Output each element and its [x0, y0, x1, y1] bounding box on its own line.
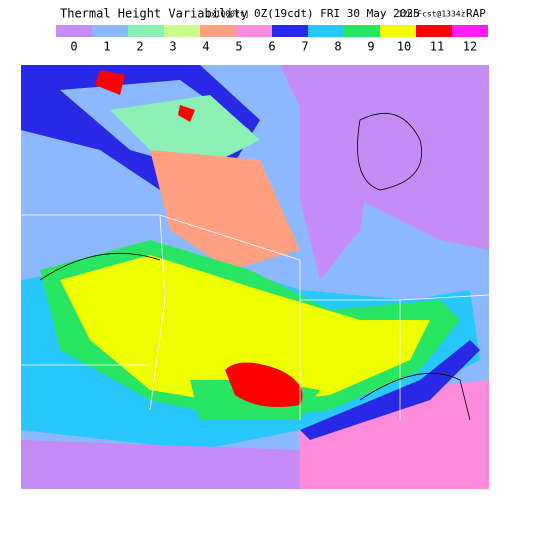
color-box	[452, 25, 488, 37]
field	[300, 340, 480, 440]
scale-label: 1	[103, 40, 110, 54]
scale-label: 7	[301, 40, 308, 54]
field	[21, 440, 300, 489]
max-area	[95, 70, 195, 122]
max-area	[225, 362, 303, 408]
scale-label: 6	[268, 40, 275, 54]
scale-label: 2	[136, 40, 143, 54]
color-box	[200, 25, 236, 37]
scale-label: 4	[202, 40, 209, 54]
field	[150, 150, 300, 270]
lake	[300, 90, 380, 280]
scale-label: 5	[235, 40, 242, 54]
scale-label: 12	[463, 40, 477, 54]
field	[110, 95, 260, 160]
scale-label: 9	[367, 40, 374, 54]
color-box	[272, 25, 308, 37]
color-box	[308, 25, 344, 37]
units: [x1000ft]	[206, 10, 249, 19]
model: RAP	[466, 7, 486, 20]
color-box	[164, 25, 200, 37]
title: Thermal Height Variability	[60, 7, 248, 21]
scale-label: 8	[334, 40, 341, 54]
color-box	[128, 25, 164, 37]
borders	[21, 214, 489, 420]
forecast: 12hrFcst@1334z	[398, 10, 466, 19]
contours	[39, 112, 471, 421]
map	[21, 65, 489, 489]
scale-label: 11	[430, 40, 444, 54]
valid-time: 0Z(19cdt) FRI 30 May 2025	[254, 7, 420, 20]
color-box	[344, 25, 380, 37]
scale-label: 3	[169, 40, 176, 54]
color-box	[380, 25, 416, 37]
color-box	[236, 25, 272, 37]
field	[300, 380, 489, 489]
field	[60, 255, 430, 405]
color-box	[416, 25, 452, 37]
scale-label: 0	[70, 40, 77, 54]
color-scale: 0 1 2 3 4 5 6 7 8 9 10 11 12	[56, 25, 488, 54]
color-box	[92, 25, 128, 37]
scale-label: 10	[397, 40, 411, 54]
color-box	[56, 25, 92, 37]
